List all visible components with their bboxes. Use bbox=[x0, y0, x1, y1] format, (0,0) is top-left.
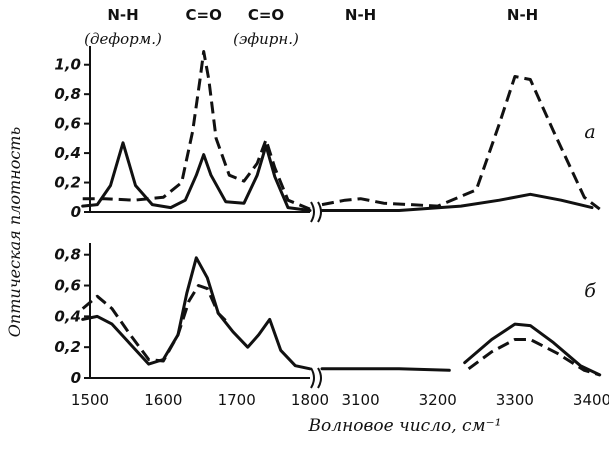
y-tick-label: 0,4 bbox=[54, 144, 81, 162]
panel-label: б bbox=[584, 280, 596, 302]
y-tick-label: 0,2 bbox=[54, 338, 81, 356]
y-tick-label: 0,6 bbox=[54, 115, 81, 133]
x-tick-label: 3100 bbox=[341, 391, 379, 409]
band-sublabel: (эфирн.) bbox=[233, 30, 299, 48]
y-tick-label: 0 bbox=[71, 203, 81, 221]
x-tick-label: 3200 bbox=[419, 391, 457, 409]
solid-series-line bbox=[463, 322, 602, 377]
dashed-series-line bbox=[321, 75, 601, 211]
panel-label: а bbox=[584, 121, 595, 143]
axis-break-mark bbox=[310, 367, 315, 389]
y-tick-label: 0,4 bbox=[54, 307, 81, 325]
dashed-series-line bbox=[81, 284, 231, 363]
band-sublabel: (деформ.) bbox=[84, 30, 162, 48]
x-tick-label: 1800 bbox=[291, 391, 329, 409]
y-axis-label: Оптическая плотность bbox=[5, 127, 24, 337]
x-tick-label: 3300 bbox=[496, 391, 534, 409]
y-tick-label: 0,8 bbox=[54, 246, 81, 264]
axis-break-mark bbox=[317, 367, 322, 389]
solid-series-line bbox=[81, 141, 312, 212]
solid-series-line bbox=[81, 256, 312, 371]
axis-break-mark bbox=[317, 201, 322, 223]
band-label: N-H bbox=[345, 6, 376, 24]
band-label: N-H bbox=[507, 6, 538, 24]
x-tick-label: 1600 bbox=[144, 391, 182, 409]
x-tick-label: 3400 bbox=[573, 391, 609, 409]
dashed-series-line bbox=[467, 338, 601, 377]
band-label: C=O bbox=[248, 6, 284, 24]
band-label: N-H bbox=[107, 6, 138, 24]
x-tick-label: 1500 bbox=[71, 391, 109, 409]
y-tick-label: 1,0 bbox=[54, 56, 81, 74]
x-axis-label: Волновое число, см⁻¹ bbox=[308, 416, 502, 436]
y-tick-label: 0 bbox=[71, 369, 81, 387]
dashed-series-line bbox=[82, 50, 311, 211]
band-label: C=O bbox=[186, 6, 222, 24]
axis-break-mark bbox=[310, 201, 315, 223]
x-tick-label: 1700 bbox=[218, 391, 256, 409]
y-tick-label: 0,6 bbox=[54, 277, 81, 295]
y-tick-label: 0,8 bbox=[54, 85, 81, 103]
solid-series-line bbox=[320, 192, 594, 212]
solid-series-line bbox=[320, 367, 451, 372]
y-tick-label: 0,2 bbox=[54, 174, 81, 192]
